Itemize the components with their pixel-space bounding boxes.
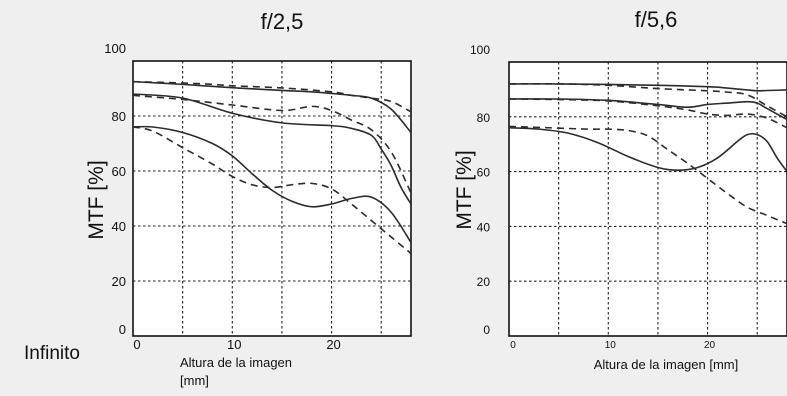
y-tick-label: 60 [112, 164, 126, 179]
chart-1: f/2,5 0 20 40 60 80 100 0 10 20 MTF [%] Altura de l… [85, 9, 412, 388]
plot-area [509, 62, 787, 336]
chart-2: f/5,6 0 20 40 60 80 100 0 10 20 MTF [%] Altura de l… [453, 7, 787, 372]
chart-title: f/5,6 [635, 7, 678, 32]
x-tick-label: 10 [227, 337, 241, 352]
plot-frame [132, 60, 412, 337]
y-tick-label: 100 [104, 41, 126, 56]
plot-area [133, 61, 411, 336]
x-axis-label: Altura de la imagen [mm] [180, 355, 292, 388]
y-tick-label: 60 [477, 166, 491, 180]
focus-distance-label: Infinito [24, 343, 80, 364]
mtf-series-dashed [132, 80, 412, 113]
y-tick-label: 80 [112, 109, 126, 124]
mtf-series-solid [132, 125, 412, 243]
y-tick-label: 0 [119, 322, 126, 337]
x-tick-label: 20 [704, 340, 716, 351]
x-tick-label: 0 [510, 340, 516, 351]
x-tick-label: 10 [605, 340, 617, 351]
plot-frame [508, 61, 787, 337]
y-axis-label: MTF [%] [85, 160, 108, 239]
mtf-series-dashed [508, 83, 787, 118]
y-axis-label: MTF [%] [453, 150, 476, 229]
mtf-series-solid [132, 80, 412, 134]
chart-title: f/2,5 [261, 9, 304, 34]
x-tick-label: 0 [133, 337, 140, 352]
x-tick-label: 20 [326, 337, 340, 352]
y-tick-label: 20 [477, 275, 491, 289]
y-tick-label: 80 [477, 111, 491, 125]
mtf-series-dashed [508, 98, 787, 129]
y-tick-label: 0 [483, 323, 490, 337]
mtf-series-dashed [132, 94, 412, 194]
mtf-series-solid [508, 126, 787, 173]
y-tick-label: 100 [470, 43, 490, 57]
y-tick-label: 20 [112, 274, 126, 289]
y-tick-label: 40 [477, 220, 491, 234]
mtf-series-solid [132, 93, 412, 205]
x-axis-label: Altura de la imagen [mm] [594, 357, 739, 372]
y-tick-label: 40 [112, 219, 126, 234]
